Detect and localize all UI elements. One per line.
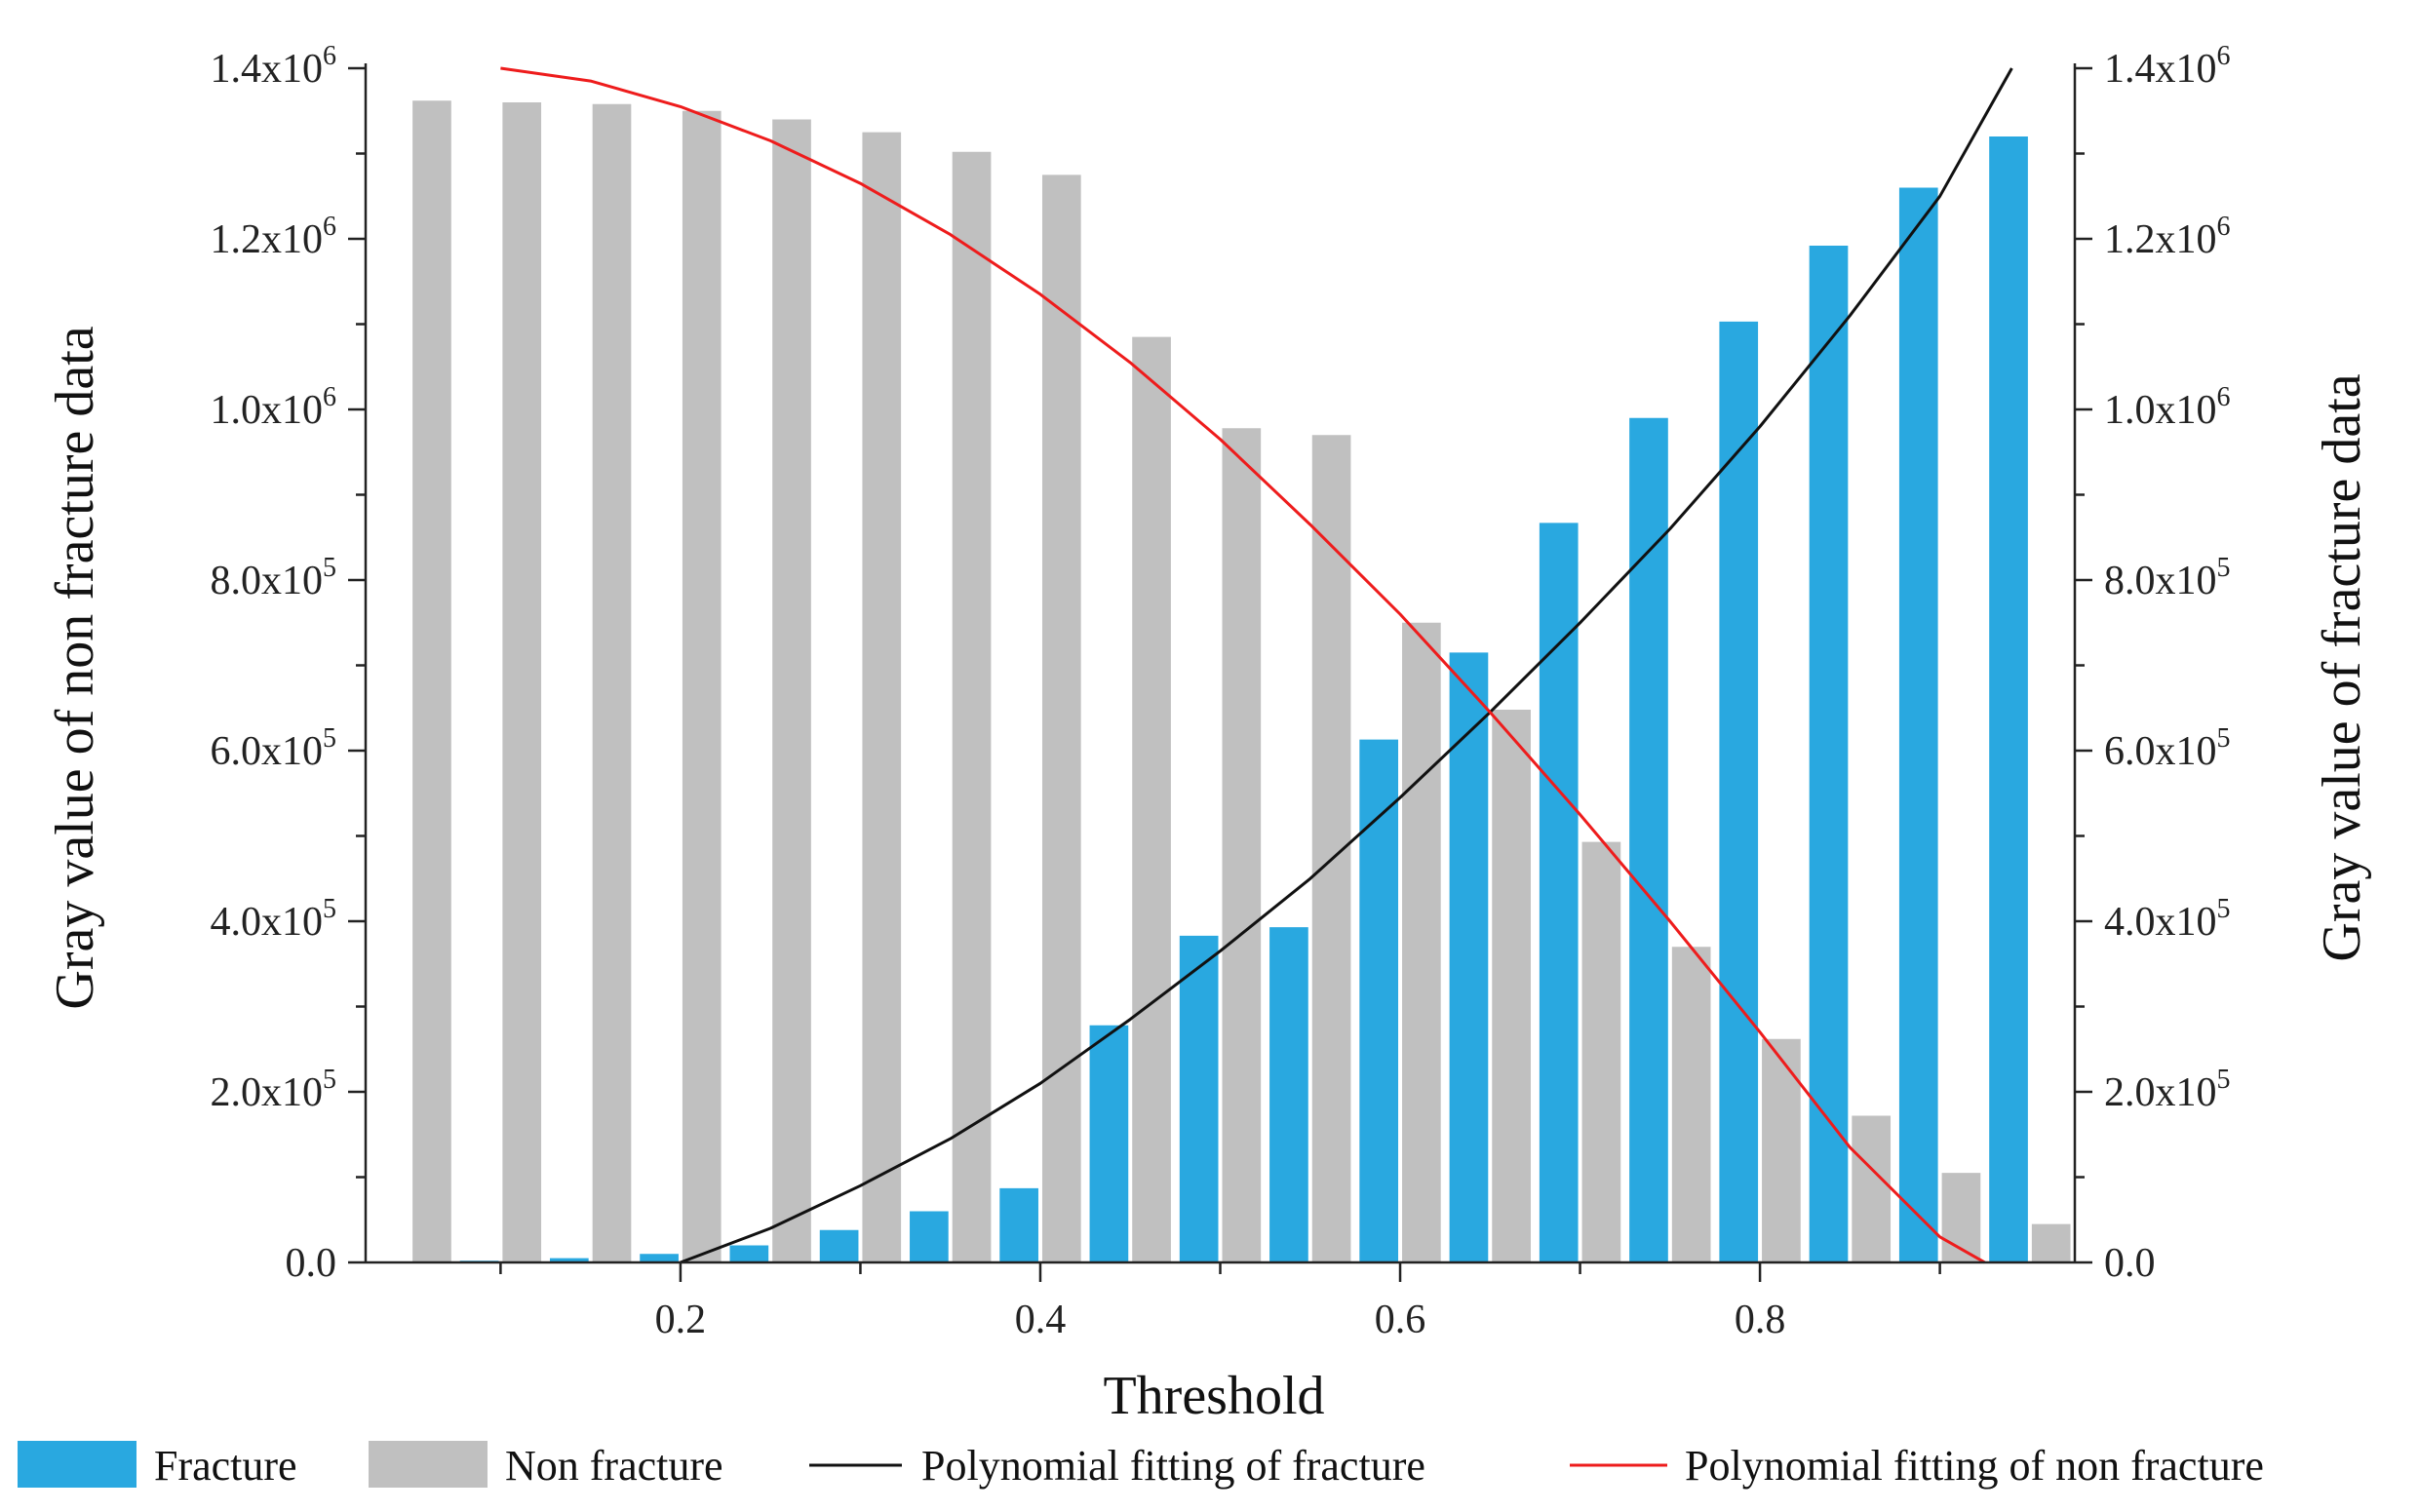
- y-tick-label-right-5: 1.0x106: [2104, 382, 2231, 433]
- bar-fracture-9: [1179, 935, 1219, 1262]
- ticks-layer: 0.0 0.0 2.0x105 2.0x105 4.0x105 4.0x105 6.0x10…: [211, 41, 2231, 1342]
- x-tick-label-3: 0.8: [1735, 1298, 1786, 1342]
- legend-label-fit-non-fracture: Polynomial fitting of non fracture: [1685, 1442, 2264, 1490]
- legend-label-fracture: Fracture: [154, 1442, 297, 1490]
- y-tick-label-right-4: 8.0x105: [2104, 553, 2231, 603]
- fit-line-fracture: [680, 67, 2013, 1264]
- bar-fracture-6: [910, 1211, 949, 1262]
- bar-non-fracture-0: [412, 100, 451, 1262]
- legend-label-fit-fracture: Polynomial fitting of fracture: [921, 1442, 1425, 1490]
- y-tick-label-right-3: 6.0x105: [2104, 723, 2231, 774]
- bar-fracture-7: [999, 1187, 1038, 1262]
- y-tick-label-right-1: 2.0x105: [2104, 1065, 2231, 1115]
- bar-non-fracture-13: [1581, 841, 1621, 1262]
- bar-fracture-12: [1449, 652, 1489, 1262]
- legend: Fracture Non fracture Polynomial fitting…: [18, 1441, 2264, 1490]
- bar-non-fracture-3: [682, 110, 722, 1262]
- bar-non-fracture-2: [592, 103, 632, 1262]
- y-tick-label-right-6: 1.2x106: [2104, 212, 2231, 262]
- y-axis-title-left: Gray value of non fracture data: [45, 326, 105, 1009]
- bar-non-fracture-1: [502, 102, 542, 1262]
- bar-fracture-15: [1719, 321, 1759, 1262]
- bar-fracture-14: [1629, 417, 1668, 1262]
- bar-fracture-2: [549, 1258, 589, 1262]
- bar-fracture-17: [1898, 187, 1938, 1262]
- y-axis-title-right: Gray value of fracture data: [2312, 373, 2372, 961]
- bars-layer: [412, 100, 2071, 1262]
- x-tick-label-2: 0.6: [1375, 1298, 1426, 1342]
- y-tick-label-left-1: 2.0x105: [211, 1065, 337, 1115]
- bar-fracture-5: [819, 1229, 859, 1262]
- bar-non-fracture-8: [1132, 336, 1171, 1262]
- legend-label-non-fracture: Non fracture: [505, 1442, 723, 1490]
- bar-fracture-10: [1269, 927, 1308, 1262]
- bar-non-fracture-11: [1402, 622, 1441, 1262]
- fit-line-non-fracture: [500, 66, 1986, 1264]
- y-tick-label-left-2: 4.0x105: [211, 894, 337, 945]
- y-tick-label-left-7: 1.4x106: [211, 41, 337, 92]
- bar-fracture-4: [729, 1245, 769, 1262]
- legend-item-non-fracture: Non fracture: [369, 1441, 723, 1490]
- bar-non-fracture-9: [1222, 428, 1262, 1262]
- legend-swatch-fracture: [18, 1441, 137, 1488]
- bar-non-fracture-14: [1671, 947, 1711, 1262]
- y-tick-label-left-3: 6.0x105: [211, 723, 337, 774]
- bar-fracture-13: [1539, 523, 1579, 1262]
- x-axis-title: Threshold: [1103, 1366, 1324, 1426]
- legend-item-fit-non-fracture: Polynomial fitting of non fracture: [1570, 1442, 2264, 1490]
- x-tick-label-0: 0.2: [655, 1298, 707, 1342]
- y-tick-label-right-2: 4.0x105: [2104, 894, 2231, 945]
- x-tick-label-1: 0.4: [1015, 1298, 1067, 1342]
- legend-item-fit-fracture: Polynomial fitting of fracture: [809, 1442, 1425, 1490]
- bar-non-fracture-7: [1041, 174, 1081, 1262]
- bar-non-fracture-6: [952, 151, 992, 1262]
- y-tick-label-right-7: 1.4x106: [2104, 41, 2231, 92]
- bar-fracture-8: [1089, 1025, 1129, 1262]
- bar-non-fracture-16: [1852, 1115, 1892, 1262]
- legend-item-fracture: Fracture: [18, 1441, 297, 1490]
- y-tick-label-left-6: 1.2x106: [211, 212, 337, 262]
- y-tick-label-left-4: 8.0x105: [211, 553, 337, 603]
- bar-fracture-18: [1989, 136, 2028, 1262]
- bar-non-fracture-5: [862, 132, 902, 1262]
- bar-fracture-16: [1809, 246, 1849, 1262]
- bar-non-fracture-18: [2031, 1223, 2071, 1262]
- y-tick-label-left-5: 1.0x106: [211, 382, 337, 433]
- bar-non-fracture-15: [1762, 1038, 1801, 1262]
- bar-non-fracture-4: [772, 119, 811, 1262]
- bar-non-fracture-12: [1492, 710, 1531, 1262]
- fit-lines-layer: [500, 66, 2013, 1264]
- y-tick-label-left-0: 0.0: [286, 1241, 337, 1286]
- y-tick-label-right-0: 0.0: [2104, 1241, 2156, 1286]
- legend-swatch-non-fracture: [369, 1441, 488, 1488]
- bar-fracture-3: [640, 1254, 679, 1262]
